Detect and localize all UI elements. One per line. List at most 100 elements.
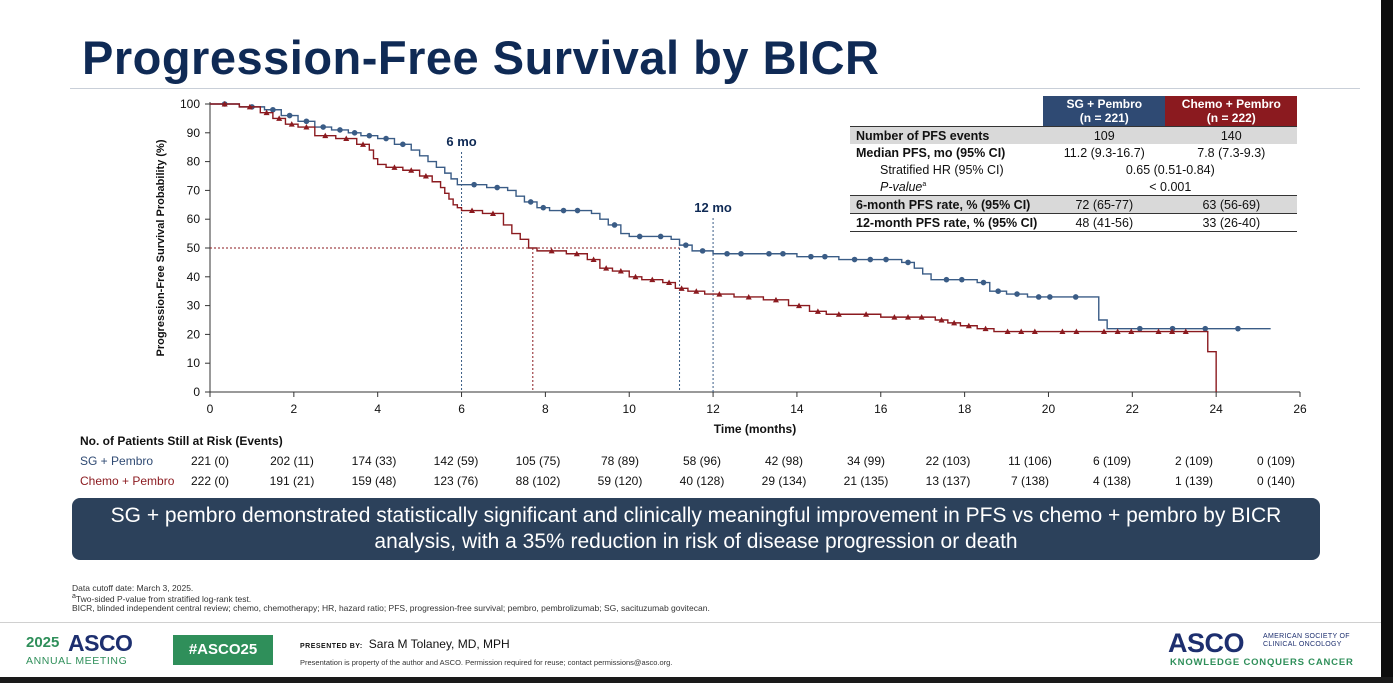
- x-tick-label: 18: [958, 402, 972, 416]
- y-tick-label: 70: [187, 183, 201, 197]
- y-tick-label: 40: [187, 270, 201, 284]
- sg-censor-marker: [286, 112, 293, 119]
- y-tick-label: 10: [187, 356, 201, 370]
- chemo-censor-marker: [1114, 328, 1121, 335]
- presenter-line: PRESENTED BY: Sara M Tolaney, MD, MPH: [300, 637, 510, 651]
- stats-table: SG + Pembro (n = 221) Chemo + Pembro (n …: [850, 96, 1298, 232]
- risk-cell-sg: 6 (109): [1092, 454, 1132, 468]
- chemo-censor-marker: [360, 141, 367, 147]
- chemo-censor-marker: [422, 173, 429, 179]
- stats-header-sg: SG + Pembro (n = 221): [1043, 96, 1166, 127]
- sg-censor-marker: [1035, 294, 1042, 300]
- chemo-censor-marker: [1018, 328, 1025, 335]
- footnote-pvalue: aTwo-sided P-value from stratified log-r…: [72, 593, 251, 604]
- sg-censor-marker: [494, 184, 500, 191]
- footnote-mark: a: [72, 593, 76, 600]
- sg-censor-marker: [611, 222, 618, 228]
- reference-lines: [210, 152, 714, 392]
- chemo-censor-marker: [288, 121, 295, 127]
- chemo-censor-marker: [745, 293, 752, 300]
- chemo-censor-marker: [322, 132, 329, 139]
- sg-censor-marker: [351, 130, 358, 136]
- sg-censor-marker: [636, 233, 643, 240]
- x-tick-label: 20: [1042, 402, 1056, 416]
- x-tick-label: 0: [207, 402, 214, 416]
- chemo-censor-marker: [1073, 328, 1080, 335]
- y-tick-label: 100: [180, 97, 200, 111]
- stats-header-chemo-text: Chemo + Pembro (n = 222): [1181, 97, 1281, 125]
- chemo-censor-marker: [617, 268, 624, 274]
- footnote-pvalue-text: Two-sided P-value from stratified log-ra…: [75, 593, 252, 604]
- sg-censor-marker: [699, 248, 706, 254]
- sg-censor-marker: [943, 276, 950, 283]
- sg-censor-marker: [383, 135, 389, 142]
- x-tick-label: 4: [374, 402, 381, 416]
- sg-censor-marker: [471, 181, 477, 188]
- sg-censor-marker: [540, 204, 547, 211]
- sg-censor-marker: [683, 242, 689, 248]
- risk-cell-chemo: 7 (138): [1010, 474, 1050, 488]
- chemo-censor-marker: [649, 276, 656, 283]
- chemo-censor-marker: [632, 273, 639, 280]
- presenter-name: Sara M Tolaney, MD, MPH: [368, 637, 510, 651]
- chemo-censor-marker: [590, 256, 597, 263]
- chemo-censor-marker: [982, 325, 989, 332]
- y-axis-label: Progression-Free Survival Probability (%…: [155, 139, 167, 356]
- stats-header-sg-text: SG + Pembro (n = 221): [1066, 97, 1143, 125]
- risk-cell-chemo: 159 (48): [351, 474, 397, 488]
- sg-censor-marker: [738, 250, 744, 257]
- chemo-censor-marker: [221, 101, 228, 107]
- chemo-censor-marker: [835, 311, 842, 317]
- annotation-6mo: 6 mo: [446, 134, 476, 149]
- title-divider: [70, 88, 1360, 89]
- sg-censor-marker: [320, 124, 326, 130]
- risk-cell-chemo: 222 (0): [190, 474, 230, 488]
- y-tick-label: 20: [187, 327, 201, 341]
- stats-cell: 11.2 (9.3-16.7): [1063, 145, 1145, 160]
- risk-cell-sg: 221 (0): [190, 454, 230, 468]
- sg-censor-marker: [724, 250, 730, 257]
- chemo-censor-marker: [489, 210, 496, 216]
- x-axis-label: Time (months): [714, 422, 796, 436]
- y-tick-label: 0: [193, 385, 200, 399]
- chemo-censor-marker: [891, 314, 898, 320]
- sg-censor-marker: [366, 132, 373, 139]
- sg-censor-marker: [337, 127, 343, 133]
- chemo-censor-marker: [263, 109, 270, 116]
- risk-cell-chemo: 123 (76): [433, 474, 479, 488]
- chemo-censor-marker: [796, 302, 803, 309]
- x-tick-label: 10: [623, 402, 637, 416]
- chemo-censor-marker: [573, 250, 580, 257]
- stats-row-label: 12-month PFS rate, % (95% CI): [850, 213, 1044, 232]
- sg-censor-marker: [560, 207, 567, 214]
- chemo-censor-marker: [1059, 328, 1066, 335]
- presented-by-label: PRESENTED BY:: [300, 643, 363, 650]
- risk-label-chemo: Chemo + Pembro: [80, 474, 175, 488]
- chemo-censor-marker: [814, 308, 821, 314]
- window-edge-bottom: [0, 677, 1393, 683]
- meeting-subtitle: ANNUAL MEETING: [26, 655, 128, 667]
- sg-censor-marker: [905, 259, 911, 266]
- stats-row-label: Number of PFS events: [850, 126, 1044, 144]
- risk-cell-chemo: 88 (102): [515, 474, 561, 488]
- stats-cell: 33 (26-40): [1165, 213, 1298, 232]
- stats-row-label: P-valuea: [850, 178, 1043, 196]
- sg-censor-marker: [867, 256, 874, 263]
- x-tick-label: 14: [790, 402, 804, 416]
- risk-cell-chemo: 1 (139): [1174, 474, 1214, 488]
- stats-cell: 140: [1165, 126, 1298, 144]
- sg-censor-marker: [400, 141, 406, 148]
- sg-censor-marker: [527, 199, 534, 205]
- slide-title: Progression-Free Survival by BICR: [82, 31, 880, 84]
- chemo-censor-marker: [1101, 328, 1108, 335]
- stats-cell: 109: [1043, 126, 1166, 144]
- chemo-censor-marker: [303, 124, 310, 130]
- y-tick-label: 90: [187, 126, 201, 140]
- y-tick-label: 60: [187, 212, 201, 226]
- chemo-censor-marker: [246, 103, 253, 110]
- chemo-censor-marker: [1031, 328, 1038, 335]
- chemo-censor-marker: [678, 285, 685, 291]
- risk-cell-sg: 105 (75): [515, 454, 561, 468]
- footer-divider: [0, 622, 1381, 623]
- chemo-censor-marker: [548, 247, 555, 254]
